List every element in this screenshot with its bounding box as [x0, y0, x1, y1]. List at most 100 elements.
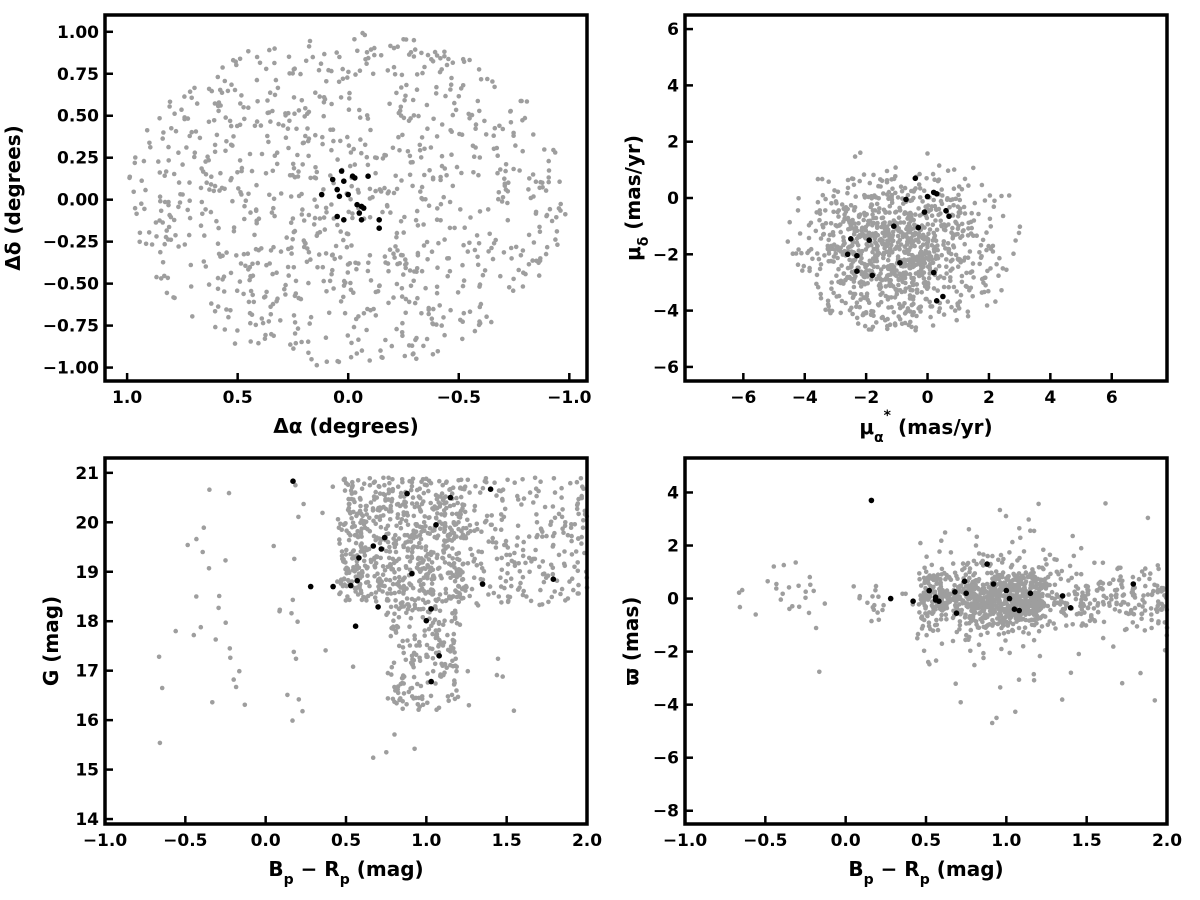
member-star-point	[984, 561, 990, 567]
field-star-point	[1152, 698, 1158, 703]
x-tick-label: −0.5	[163, 831, 207, 851]
field-star-point	[221, 274, 227, 280]
field-star-point	[188, 284, 194, 289]
field-star-point	[357, 115, 363, 120]
field-star-point	[420, 615, 426, 620]
field-star-point	[931, 608, 936, 613]
field-star-point	[836, 293, 842, 299]
field-star-point	[1148, 606, 1154, 611]
field-star-point	[935, 178, 941, 184]
field-star-point	[1018, 535, 1023, 541]
field-star-point	[970, 294, 975, 299]
field-star-point	[1062, 606, 1068, 612]
field-star-point	[265, 133, 270, 139]
field-star-point	[551, 147, 556, 153]
field-star-point	[489, 245, 494, 251]
field-star-point	[957, 619, 963, 624]
field-star-point	[253, 207, 259, 212]
field-star-point	[478, 77, 484, 82]
field-star-point	[180, 162, 185, 167]
field-star-point	[981, 650, 986, 656]
field-star-point	[255, 99, 260, 104]
field-star-point	[1006, 629, 1011, 635]
field-star-point	[829, 201, 834, 206]
field-star-point	[909, 275, 914, 281]
field-star-point	[1031, 598, 1037, 603]
field-star-point	[977, 250, 982, 255]
field-star-point	[232, 341, 238, 346]
field-star-point	[1010, 539, 1015, 545]
field-star-point	[1025, 605, 1031, 611]
field-star-point	[835, 244, 840, 249]
field-star-point	[275, 296, 280, 302]
field-star-point	[1023, 612, 1028, 617]
field-star-point	[924, 285, 930, 291]
field-star-point	[386, 300, 391, 306]
field-star-point	[563, 520, 568, 525]
field-star-point	[200, 211, 205, 217]
field-star-point	[534, 520, 540, 525]
field-star-point	[478, 576, 484, 582]
x-tick-label: −0.5	[743, 831, 787, 851]
field-star-point	[944, 257, 949, 262]
field-star-point	[439, 67, 445, 72]
field-star-point	[919, 626, 925, 631]
field-star-point	[345, 262, 351, 267]
field-star-point	[1018, 614, 1023, 619]
field-star-point	[517, 168, 522, 173]
field-star-point	[985, 599, 991, 605]
field-star-point	[502, 542, 507, 548]
field-star-point	[499, 600, 504, 605]
field-star-point	[296, 193, 302, 199]
field-star-point	[367, 482, 373, 488]
member-star-point	[926, 587, 932, 594]
field-star-point	[981, 624, 986, 630]
field-star-point	[960, 561, 966, 566]
field-star-point	[911, 294, 916, 300]
member-star-point	[348, 582, 354, 589]
field-star-point	[948, 268, 953, 273]
field-star-point	[361, 558, 367, 564]
field-star-point	[917, 195, 923, 200]
field-star-point	[925, 280, 931, 286]
field-star-point	[452, 565, 457, 570]
field-star-point	[505, 477, 510, 483]
field-star-point	[890, 186, 895, 191]
field-star-point	[538, 526, 544, 531]
field-star-point	[473, 126, 478, 131]
field-star-point	[890, 229, 896, 235]
member-star-point	[330, 583, 336, 590]
y-tick-label: −2	[653, 245, 679, 265]
field-star-point	[520, 284, 526, 289]
field-star-point	[407, 478, 412, 484]
field-star-point	[396, 556, 402, 562]
field-star-point	[367, 196, 373, 201]
field-star-point	[307, 38, 313, 44]
field-star-point	[176, 244, 181, 249]
field-star-point	[538, 587, 543, 593]
field-star-point	[1006, 193, 1012, 198]
x-tick-label: 2.0	[1152, 831, 1182, 851]
field-star-point	[1035, 576, 1041, 582]
field-star-point	[373, 590, 379, 595]
field-star-point	[353, 540, 359, 546]
field-star-point	[520, 592, 526, 598]
field-star-point	[400, 132, 405, 138]
field-star-point	[203, 207, 208, 212]
field-star-point	[520, 477, 525, 482]
field-star-point	[292, 111, 297, 116]
field-star-point	[968, 219, 974, 225]
field-star-point	[394, 581, 400, 587]
field-star-point	[909, 302, 915, 308]
field-star-point	[410, 476, 416, 482]
field-star-point	[925, 151, 930, 156]
field-star-point	[400, 253, 405, 258]
field-star-point	[358, 137, 363, 142]
field-star-point	[316, 67, 322, 73]
field-star-point	[280, 123, 286, 128]
field-star-point	[403, 265, 409, 271]
field-star-point	[1034, 600, 1039, 606]
field-star-point	[408, 283, 414, 289]
field-star-point	[848, 225, 853, 231]
field-star-point	[187, 89, 193, 94]
